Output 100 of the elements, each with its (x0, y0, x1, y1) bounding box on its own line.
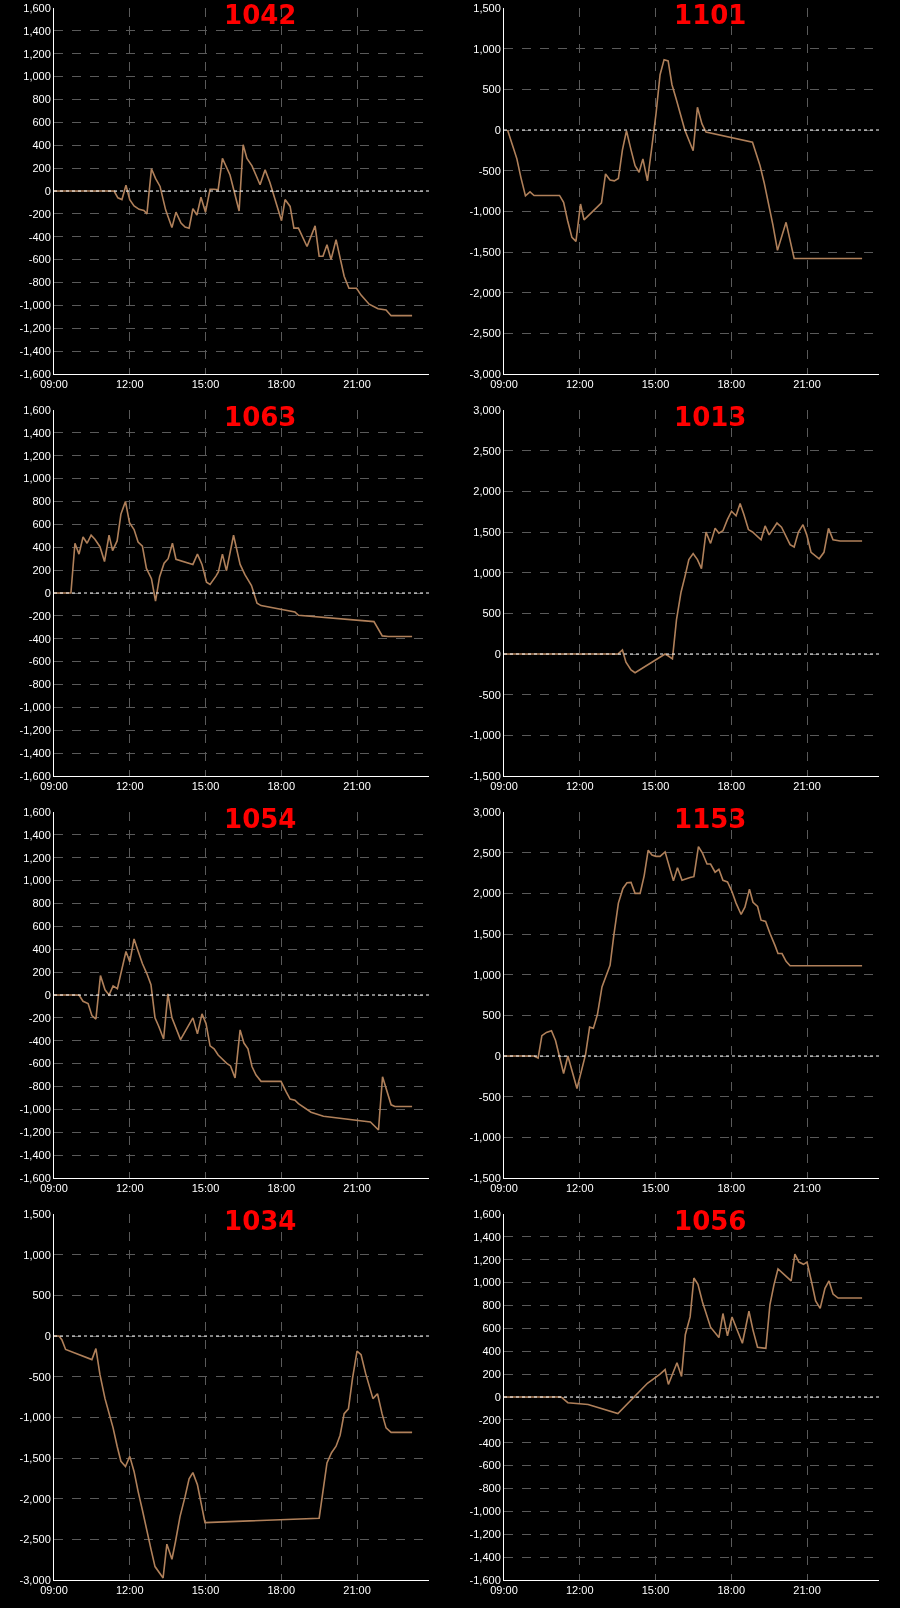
x-tick-label: 09:00 (490, 780, 518, 793)
chart-title: 1013 (674, 402, 747, 433)
x-tick-label: 12:00 (565, 780, 594, 793)
y-tick-label: 0 (494, 1049, 501, 1062)
y-tick-label: -1,500 (469, 245, 501, 258)
y-tick-label: 1,500 (473, 525, 501, 538)
line-series (506, 58, 863, 260)
y-tick-label: 800 (32, 93, 51, 106)
line-series (54, 500, 413, 638)
y-tick-label: 1,000 (473, 1276, 501, 1289)
y-tick-label: 3,000 (473, 805, 501, 818)
y-tick-label: 2,000 (473, 485, 501, 498)
y-tick-label: 0 (494, 123, 501, 136)
x-tick-label: 12:00 (565, 378, 594, 391)
y-tick-label: -1,600 (19, 1171, 51, 1184)
y-tick-label: 400 (32, 139, 51, 152)
y-tick-label: -1,000 (19, 299, 51, 312)
x-tick-label: 09:00 (40, 1584, 68, 1597)
y-tick-label: -1,600 (469, 1573, 501, 1586)
y-tick-label: -2,500 (19, 1533, 51, 1546)
x-tick-label: 09:00 (490, 378, 518, 391)
y-tick-label: -1,000 (19, 701, 51, 714)
y-tick-label: 400 (482, 1345, 501, 1358)
y-tick-label: 0 (44, 1329, 51, 1342)
y-tick-label: 1,400 (23, 24, 51, 37)
x-tick-label: 12:00 (115, 1182, 144, 1195)
x-tick-label: 21:00 (343, 780, 371, 793)
y-tick-label: 1,400 (23, 426, 51, 439)
y-tick-label: 400 (32, 943, 51, 956)
x-tick-label: 18:00 (267, 378, 296, 391)
y-tick-label: -1,000 (469, 205, 501, 218)
y-tick-label: 600 (32, 116, 51, 129)
y-tick-label: 2,000 (473, 887, 501, 900)
chart-title: 1063 (224, 402, 297, 433)
y-tick-label: 0 (494, 1390, 501, 1403)
y-tick-label: 1,000 (473, 42, 501, 55)
x-tick-label: 21:00 (343, 1584, 371, 1597)
y-tick-label: -400 (28, 230, 51, 243)
y-tick-label: -1,200 (19, 322, 51, 335)
y-tick-label: -800 (28, 1080, 51, 1093)
y-tick-label: 600 (482, 1322, 501, 1335)
x-tick-label: 09:00 (490, 1584, 518, 1597)
x-tick-label: 15:00 (641, 780, 670, 793)
line-series (504, 845, 863, 1090)
y-tick-label: 600 (32, 920, 51, 933)
x-tick-label: 18:00 (267, 780, 296, 793)
y-tick-label: -1,400 (19, 1148, 51, 1161)
y-tick-label: -1,500 (19, 1451, 51, 1464)
x-tick-label: 21:00 (793, 1182, 821, 1195)
y-tick-label: 400 (32, 541, 51, 554)
y-tick-label: -600 (28, 1057, 51, 1070)
x-tick-label: 12:00 (115, 1584, 144, 1597)
y-tick-label: -400 (28, 632, 51, 645)
y-tick-label: 1,600 (23, 403, 51, 416)
x-tick-label: 18:00 (267, 1584, 296, 1597)
y-tick-label: 0 (44, 586, 51, 599)
y-tick-label: 1,000 (23, 70, 51, 83)
line-series (504, 1253, 863, 1415)
y-tick-label: 1,500 (473, 927, 501, 940)
x-tick-label: 12:00 (115, 378, 144, 391)
y-tick-label: 1,000 (473, 566, 501, 579)
y-tick-label: 500 (482, 83, 501, 96)
y-tick-label: -200 (478, 1413, 501, 1426)
y-tick-label: -500 (28, 1370, 51, 1383)
y-tick-label: -1,500 (469, 1171, 501, 1184)
y-tick-label: -2,000 (19, 1492, 51, 1505)
y-tick-label: 800 (32, 897, 51, 910)
y-tick-label: 1,000 (23, 1248, 51, 1261)
y-tick-label: -200 (28, 207, 51, 220)
y-tick-label: -3,000 (19, 1573, 51, 1586)
x-tick-label: 21:00 (793, 1584, 821, 1597)
y-tick-label: 200 (482, 1367, 501, 1380)
x-tick-label: 21:00 (793, 378, 821, 391)
x-tick-label: 09:00 (40, 378, 68, 391)
y-tick-label: 1,600 (23, 805, 51, 818)
y-tick-label: -600 (478, 1459, 501, 1472)
y-tick-label: 600 (32, 518, 51, 531)
x-tick-label: 15:00 (191, 378, 220, 391)
y-tick-label: 1,500 (23, 1207, 51, 1220)
y-tick-label: -2,000 (469, 286, 501, 299)
x-tick-label: 18:00 (717, 1584, 746, 1597)
x-tick-label: 18:00 (717, 378, 746, 391)
y-tick-label: -1,000 (469, 1505, 501, 1518)
y-tick-label: 200 (32, 563, 51, 576)
y-tick-label: 1,500 (473, 1, 501, 14)
x-tick-label: 15:00 (641, 1584, 670, 1597)
y-tick-label: -500 (478, 1090, 501, 1103)
x-tick-label: 15:00 (191, 1182, 220, 1195)
y-tick-label: -1,000 (19, 1103, 51, 1116)
y-tick-label: -500 (478, 164, 501, 177)
y-tick-label: -1,400 (19, 746, 51, 759)
x-tick-label: 15:00 (191, 780, 220, 793)
chart-title: 1042 (224, 0, 297, 31)
y-tick-label: 3,000 (473, 403, 501, 416)
y-tick-label: 1,000 (23, 472, 51, 485)
chart-title: 1101 (674, 0, 747, 31)
y-tick-label: 0 (44, 184, 51, 197)
x-tick-label: 15:00 (191, 1584, 220, 1597)
y-tick-label: 0 (44, 988, 51, 1001)
y-tick-label: 1,200 (23, 47, 51, 60)
